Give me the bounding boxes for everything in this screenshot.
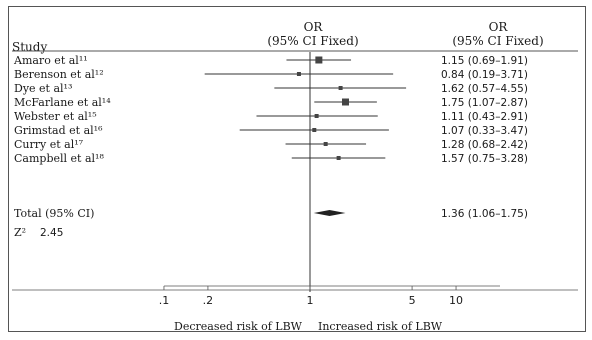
total-label: Total (95% CI)	[14, 207, 94, 220]
or-value: 1.75 (1.07–2.87)	[441, 97, 528, 109]
x-tick-label: 10	[449, 294, 463, 307]
or-value: 0.84 (0.19–3.71)	[441, 69, 528, 81]
stat-value: 2.45	[40, 227, 63, 239]
study-label: Curry et al¹⁷	[14, 138, 84, 151]
or-value: 1.57 (0.75–3.28)	[441, 153, 528, 165]
chart-frame	[8, 6, 586, 332]
study-label: Dye et al¹³	[14, 82, 72, 95]
or-value: 1.11 (0.43–2.91)	[441, 111, 528, 123]
point-estimate	[323, 142, 328, 146]
or-value: 1.15 (0.69–1.91)	[441, 55, 528, 67]
or-value: 1.28 (0.68–2.42)	[441, 139, 528, 151]
point-estimate	[314, 114, 319, 118]
pooled-diamond	[313, 210, 346, 216]
point-estimate	[341, 98, 349, 106]
stat-label: Z²	[14, 226, 26, 239]
effect-subtitle: (95% CI Fixed)	[267, 34, 359, 48]
x-tick-label: .2	[203, 294, 214, 307]
ci-subtitle: (95% CI Fixed)	[452, 34, 544, 48]
x-tick-label: .1	[159, 294, 170, 307]
study-label: Campbell et al¹⁸	[14, 152, 104, 165]
effect-title: OR	[303, 20, 323, 34]
x-label-left: Decreased risk of LBW	[174, 320, 303, 333]
or-value: 1.62 (0.57–4.55)	[441, 83, 528, 95]
study-label: Amaro et al¹¹	[13, 54, 88, 67]
point-estimate	[296, 72, 301, 76]
point-estimate	[315, 56, 323, 64]
point-estimate	[338, 86, 343, 90]
x-tick-label: 1	[307, 294, 314, 307]
point-estimate	[312, 128, 317, 132]
x-label-right: Increased risk of LBW	[318, 320, 443, 333]
total-or-value: 1.36 (1.06–1.75)	[441, 208, 528, 220]
effect-column-header: OR (95% CI Fixed)	[248, 20, 378, 48]
ci-column-header: OR (95% CI Fixed)	[428, 20, 568, 48]
study-label: Webster et al¹⁵	[14, 110, 97, 123]
ci-title: OR	[488, 20, 508, 34]
x-tick-label: 5	[409, 294, 416, 307]
or-value: 1.07 (0.33–3.47)	[441, 125, 528, 137]
study-label: Berenson et al¹²	[14, 68, 104, 81]
study-label: Grimstad et al¹⁶	[14, 124, 103, 137]
point-estimate	[336, 156, 341, 160]
study-label: McFarlane et al¹⁴	[14, 96, 111, 109]
